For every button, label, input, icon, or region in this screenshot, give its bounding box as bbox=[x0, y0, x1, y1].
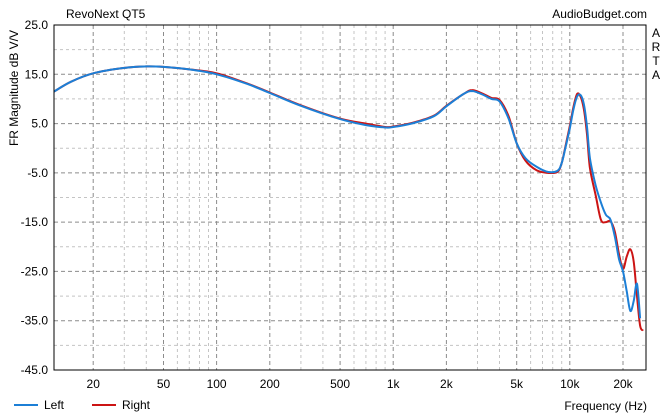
y-axis-label: FR Magnitude dB V/V bbox=[7, 30, 21, 146]
x-tick-label: 200 bbox=[260, 377, 280, 391]
side-label-letter: A bbox=[652, 68, 660, 82]
y-tick-label: 25.0 bbox=[25, 18, 49, 32]
x-tick-label: 5k bbox=[510, 377, 524, 391]
series-lines bbox=[53, 65, 644, 332]
series-line-left bbox=[53, 65, 642, 319]
legend-label-left: Left bbox=[44, 398, 65, 412]
y-tick-label: -25.0 bbox=[21, 264, 49, 278]
grid bbox=[54, 25, 646, 370]
y-tick-labels: 25.0 15.0 5.0 -5.0 -15.0 -25.0 -35.0 -45.0 bbox=[21, 18, 49, 377]
x-tick-label: 20 bbox=[87, 377, 101, 391]
legend: Left Right bbox=[14, 398, 151, 412]
y-tick-label: -35.0 bbox=[21, 314, 49, 328]
x-tick-label: 20k bbox=[613, 377, 633, 391]
x-tick-label: 1k bbox=[387, 377, 401, 391]
x-tick-label: 500 bbox=[330, 377, 350, 391]
y-tick-label: -45.0 bbox=[21, 363, 49, 377]
x-tick-labels: 20 50 100 200 500 1k 2k 5k 10k 20k bbox=[87, 377, 634, 391]
side-label-letter: A bbox=[652, 26, 660, 40]
x-tick-label: 100 bbox=[207, 377, 227, 391]
y-tick-label: -5.0 bbox=[27, 166, 48, 180]
side-label-letter: T bbox=[652, 54, 660, 68]
source-label: AudioBudget.com bbox=[552, 7, 647, 21]
y-tick-label: 5.0 bbox=[31, 117, 48, 131]
series-line-right bbox=[53, 65, 644, 332]
legend-label-right: Right bbox=[122, 398, 151, 412]
chart-title: RevoNext QT5 bbox=[66, 7, 146, 21]
side-label-letter: R bbox=[652, 40, 661, 54]
y-tick-label: -15.0 bbox=[21, 215, 49, 229]
plot-frame bbox=[53, 24, 647, 371]
y-tick-label: 15.0 bbox=[25, 67, 49, 81]
x-tick-label: 50 bbox=[157, 377, 171, 391]
x-axis-label: Frequency (Hz) bbox=[564, 399, 647, 413]
x-tick-label: 10k bbox=[560, 377, 580, 391]
x-tick-label: 2k bbox=[440, 377, 454, 391]
